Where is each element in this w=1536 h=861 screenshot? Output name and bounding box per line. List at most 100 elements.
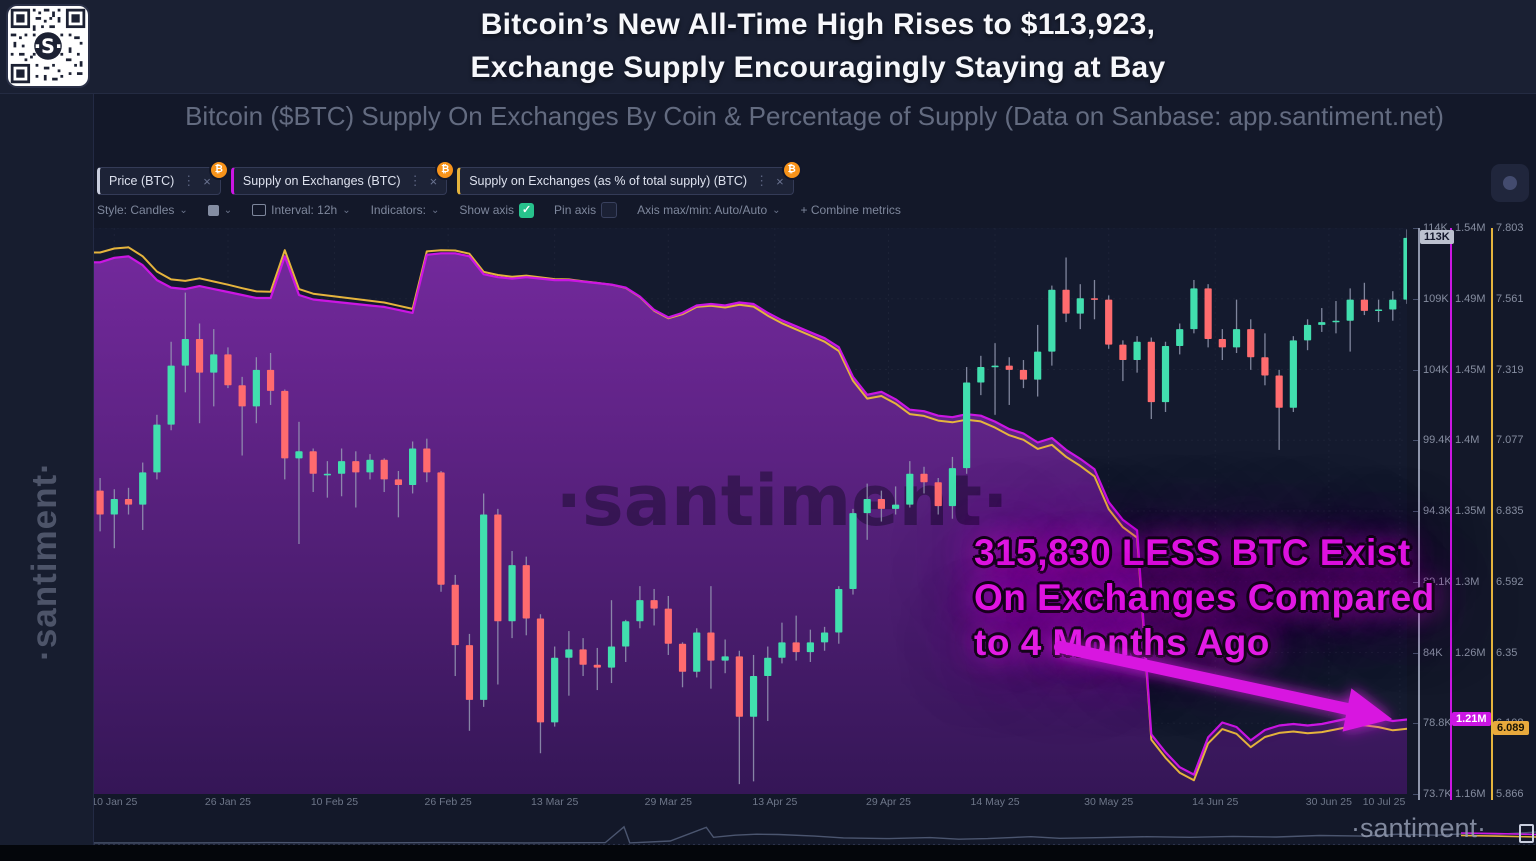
date-axis-label: 14 Jun 25 [1192,796,1239,808]
interval-dropdown[interactable]: Interval: 12h ⌄ [252,203,351,217]
supply-axis-tick-label: 1.49M [1455,292,1486,305]
price-axis-tick [1413,228,1418,229]
interval-icon [252,204,267,216]
annotation-callout: 315,830 LESS BTC Exist On Exchanges Comp… [974,530,1435,665]
date-axis-label: 10 Feb 25 [310,796,359,808]
date-axis-label: 14 May 25 [970,796,1020,808]
tab-menu-icon[interactable]: ⋮ [182,173,196,188]
price-axis-tick [1413,440,1418,442]
tab-menu-icon[interactable]: ⋮ [408,173,422,188]
pin-axis-toggle[interactable]: Pin axis [554,202,618,218]
date-axis-label: 29 Mar 25 [644,796,692,808]
indicators-label: Indicators: [370,203,426,217]
price-axis-tick-label: 104K [1423,363,1449,376]
axis-maxmin-label: Axis max/min: Auto/Auto [637,203,768,217]
price-axis-tick [1413,581,1418,583]
date-axis-label: 26 Feb 25 [424,796,472,808]
price-axis-tick-label: 109K [1423,292,1449,305]
show-axis-toggle[interactable]: Show axis ✓ [459,202,535,218]
checkbox-checked-icon[interactable]: ✓ [519,202,535,218]
bitcoin-badge-icon: ₿ [781,160,802,180]
annotation-line2: On Exchanges Compared [974,577,1435,618]
combine-metrics-label: + Combine metrics [800,203,901,217]
timeline-minimap[interactable] [93,815,1536,846]
settings-dot-icon [1503,176,1517,190]
tab-close-icon[interactable]: × [776,173,784,189]
checkbox-unchecked-icon[interactable] [601,202,618,218]
tab-price-btc[interactable]: Price (BTC) ⋮ × ₿ [97,160,229,195]
date-axis-label: 13 Mar 25 [531,796,579,808]
percent-axis-tick-label: 5.866 [1496,788,1524,800]
price-axis-tick-label: 89.1K [1423,575,1452,588]
chevron-down-icon: ⌄ [430,204,440,216]
chevron-down-icon: ⌄ [179,204,188,216]
supply-axis-line [1450,228,1452,800]
annotation-arrow [1054,641,1392,732]
svg-text:·S·: ·S· [34,35,63,58]
chart-toolbar: Style: Candles ⌄ ⌄ Interval: 12h ⌄ Indic… [97,202,901,218]
minimap-scroll-handle[interactable] [1519,824,1534,843]
tab-percent-label: Supply on Exchanges (as % of total suppl… [469,174,748,188]
price-axis-tick [1413,298,1418,300]
tab-supply-label: Supply on Exchanges (BTC) [242,174,401,188]
price-axis-tick-label: 73.7K [1423,788,1452,800]
bottom-bar [0,845,1536,861]
combine-metrics-button[interactable]: + Combine metrics [801,203,901,217]
supply-axis-current-badge: 1.21M [1452,711,1491,726]
chart-settings-button[interactable] [1491,164,1529,202]
price-axis-tick [1413,723,1418,725]
supply-axis-tick-label: 1.26M [1455,646,1486,659]
chevron-down-icon: ⌄ [772,204,781,216]
center-watermark: ·santiment· [555,460,1008,542]
sidebar-watermark: ·santiment· [25,461,64,661]
tab-menu-icon[interactable]: ⋮ [755,173,769,188]
date-axis-label: 29 Apr 25 [866,796,911,808]
tab-close-icon[interactable]: × [429,173,438,189]
tab-supply-on-exchanges[interactable]: Supply on Exchanges (BTC) ⋮ × ₿ [230,160,456,195]
date-axis-label: 10 Jan 25 [91,796,138,808]
price-axis-tick [1413,511,1418,512]
page-title-line1: Bitcoin’s New All-Time High Rises to $11… [480,8,1156,41]
percent-axis-tick-label: 6.35 [1496,646,1518,659]
date-axis-label: 30 May 25 [1084,796,1134,808]
header-bar: ·S· Bitcoin’s New All-Time High Rises to… [0,0,1536,94]
price-axis-tick [1413,794,1418,795]
date-axis-label: 30 Jun 25 [1305,796,1352,808]
interval-label: Interval: 12h [271,203,338,217]
price-axis-tick-label: 99.4K [1423,434,1452,447]
color-picker-dropdown[interactable]: ⌄ [207,204,232,216]
percent-axis-tick-label: 7.561 [1496,292,1524,305]
percent-axis-current-badge: 6.089 [1493,720,1529,735]
supply-axis-tick-label: 1.35M [1455,505,1486,517]
price-axis-tick [1413,652,1418,654]
percent-axis-tick-label: 7.077 [1496,434,1524,447]
tab-supply-percent[interactable]: Supply on Exchanges (as % of total suppl… [457,160,802,195]
style-dropdown[interactable]: Style: Candles ⌄ [97,203,188,217]
date-axis-label: 13 Apr 25 [752,796,798,808]
qr-code: ·S· [8,6,88,86]
qr-pattern: ·S· [10,8,86,84]
price-axis-line [1418,228,1420,800]
color-swatch-icon [207,204,219,216]
page-title-line2: Exchange Supply Encouragingly Staying at… [470,51,1166,84]
price-axis-current-badge: 113K [1420,229,1454,244]
bitcoin-badge-icon: ₿ [435,160,456,180]
footer-logo: ·santiment· [1350,813,1486,843]
indicators-dropdown[interactable]: Indicators: ⌄ [371,203,440,217]
metric-tabs: Price (BTC) ⋮ × ₿ Supply on Exchanges (B… [97,160,802,195]
annotation-line1: 315,830 LESS BTC Exist [974,532,1411,573]
price-axis-tick-label: 84K [1423,646,1443,659]
date-axis-label: 26 Jan 25 [204,796,251,808]
supply-axis-tick-label: 1.54M [1455,222,1486,234]
style-label: Style: Candles [97,203,175,217]
tab-close-icon[interactable]: × [203,173,211,189]
price-axis-tick-label: 94.3K [1423,505,1452,517]
chevron-down-icon: ⌄ [342,204,351,216]
supply-axis-tick-label: 1.45M [1455,363,1486,376]
tab-price-label: Price (BTC) [109,174,175,188]
percent-axis-line [1491,228,1493,800]
date-axis-label: 10 Jul 25 [1362,796,1406,808]
main-chart-plot[interactable]: ·santiment· [93,228,1407,794]
axis-maxmin-dropdown[interactable]: Axis max/min: Auto/Auto ⌄ [637,203,780,217]
